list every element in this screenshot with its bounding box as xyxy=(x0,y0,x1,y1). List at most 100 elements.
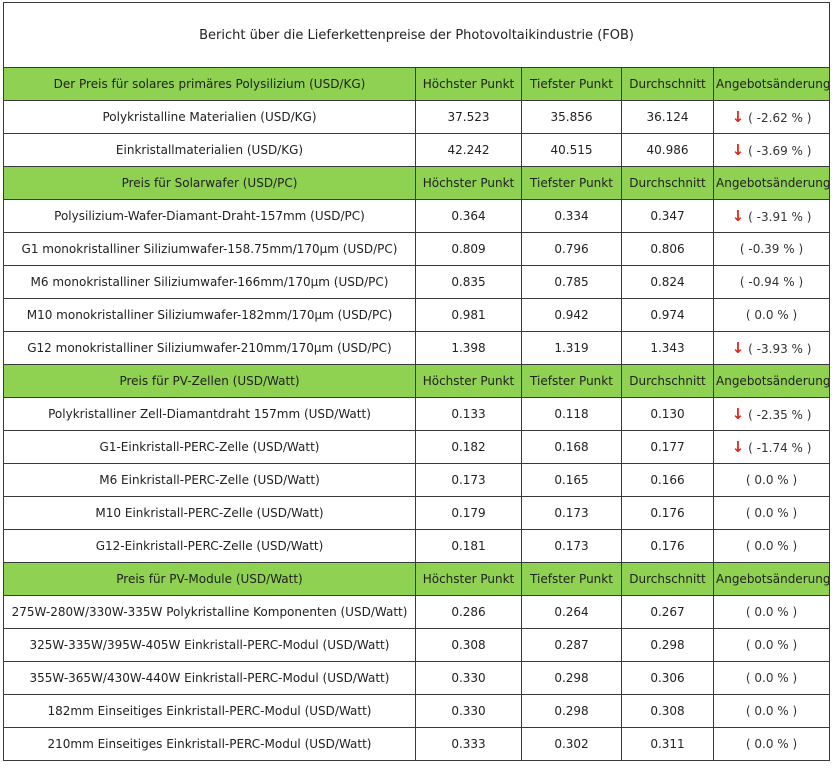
lowest-value: 40.515 xyxy=(521,133,622,167)
product-name: Polykristalline Materialien (USD/KG) xyxy=(3,100,416,134)
highest-value: 0.179 xyxy=(415,496,522,530)
product-name: M10 Einkristall-PERC-Zelle (USD/Watt) xyxy=(3,496,416,530)
average-value: 0.308 xyxy=(621,694,714,728)
header-highest: Höchster Punkt xyxy=(415,562,522,596)
average-value: 0.177 xyxy=(621,430,714,464)
change-cell: ↓( -3.93 % ) xyxy=(712,331,831,365)
table-row: M6 monokristalliner Siliziumwafer-166mm/… xyxy=(3,265,831,299)
table-row: 182mm Einseitiges Einkristall-PERC-Modul… xyxy=(3,694,831,728)
product-name: Polysilizium-Wafer-Diamant-Draht-157mm (… xyxy=(3,199,416,233)
highest-value: 0.173 xyxy=(415,463,522,497)
down-arrow-icon: ↓ xyxy=(731,405,745,423)
section-title: Preis für PV-Module (USD/Watt) xyxy=(3,562,416,596)
product-name: M10 monokristalliner Siliziumwafer-182mm… xyxy=(3,298,416,332)
change-value: ( -3.91 % ) xyxy=(748,210,812,224)
report-title: Bericht über die Lieferkettenpreise der … xyxy=(2,2,831,68)
lowest-value: 0.302 xyxy=(521,727,622,761)
change-value: ( -1.74 % ) xyxy=(748,441,812,455)
section-title: Preis für PV-Zellen (USD/Watt) xyxy=(3,364,416,398)
change-cell: ( 0.0 % ) xyxy=(712,463,831,497)
change-cell: ↓( -2.62 % ) xyxy=(712,100,831,134)
change-cell: ( -0.39 % ) xyxy=(712,232,831,266)
lowest-value: 0.942 xyxy=(521,298,622,332)
header-change: Angebotsänderung xyxy=(712,166,831,200)
lowest-value: 0.165 xyxy=(521,463,622,497)
table-row: Polysilizium-Wafer-Diamant-Draht-157mm (… xyxy=(3,199,831,233)
section-header-row: Der Preis für solares primäres Polysiliz… xyxy=(3,67,831,101)
section-header-row: Preis für PV-Module (USD/Watt) Höchster P… xyxy=(3,562,831,596)
header-change: Angebotsänderung xyxy=(712,67,831,101)
header-highest: Höchster Punkt xyxy=(415,364,522,398)
change-value: ( 0.0 % ) xyxy=(745,605,798,619)
highest-value: 37.523 xyxy=(415,100,522,134)
table-row: M10 Einkristall-PERC-Zelle (USD/Watt) 0.1… xyxy=(3,496,831,530)
change-value: ( -3.93 % ) xyxy=(748,342,812,356)
lowest-value: 0.298 xyxy=(521,694,622,728)
product-name: G12 monokristalliner Siliziumwafer-210mm… xyxy=(3,331,416,365)
change-value: ( 0.0 % ) xyxy=(745,506,798,520)
title-row: Bericht über die Lieferkettenpreise der … xyxy=(2,2,831,68)
change-value: ( 0.0 % ) xyxy=(745,473,798,487)
down-arrow-icon: ↓ xyxy=(731,108,745,126)
change-cell: ( 0.0 % ) xyxy=(712,595,831,629)
header-change: Angebotsänderung xyxy=(712,562,831,596)
average-value: 1.343 xyxy=(621,331,714,365)
change-cell: ( 0.0 % ) xyxy=(712,628,831,662)
change-cell: ( 0.0 % ) xyxy=(712,529,831,563)
average-value: 0.267 xyxy=(621,595,714,629)
table-row: G12 monokristalliner Siliziumwafer-210mm… xyxy=(3,331,831,365)
highest-value: 0.364 xyxy=(415,199,522,233)
lowest-value: 35.856 xyxy=(521,100,622,134)
average-value: 0.166 xyxy=(621,463,714,497)
average-value: 40.986 xyxy=(621,133,714,167)
down-arrow-icon: ↓ xyxy=(731,141,745,159)
average-value: 0.306 xyxy=(621,661,714,695)
highest-value: 0.330 xyxy=(415,661,522,695)
table-row: Einkristallmaterialien (USD/KG) 42.242 40.… xyxy=(3,133,831,167)
highest-value: 1.398 xyxy=(415,331,522,365)
highest-value: 0.182 xyxy=(415,430,522,464)
lowest-value: 0.168 xyxy=(521,430,622,464)
table-row: G12-Einkristall-PERC-Zelle (USD/Watt) 0.1… xyxy=(3,529,831,563)
table-row: 210mm Einseitiges Einkristall-PERC-Modul… xyxy=(3,727,831,761)
lowest-value: 0.796 xyxy=(521,232,622,266)
header-average: Durchschnitt xyxy=(621,166,714,200)
average-value: 0.176 xyxy=(621,496,714,530)
product-name: G1 monokristalliner Siliziumwafer-158.75… xyxy=(3,232,416,266)
change-value: ( -0.39 % ) xyxy=(739,242,804,256)
header-lowest: Tiefster Punkt xyxy=(521,364,622,398)
change-value: ( -2.62 % ) xyxy=(748,111,812,125)
change-value: ( 0.0 % ) xyxy=(745,308,798,322)
table-row: G1-Einkristall-PERC-Zelle (USD/Watt) 0.18… xyxy=(3,430,831,464)
change-cell: ↓( -3.69 % ) xyxy=(712,133,831,167)
lowest-value: 0.264 xyxy=(521,595,622,629)
average-value: 36.124 xyxy=(621,100,714,134)
header-average: Durchschnitt xyxy=(621,67,714,101)
header-lowest: Tiefster Punkt xyxy=(521,562,622,596)
average-value: 0.347 xyxy=(621,199,714,233)
header-highest: Höchster Punkt xyxy=(415,166,522,200)
lowest-value: 0.334 xyxy=(521,199,622,233)
change-value: ( 0.0 % ) xyxy=(745,638,798,652)
change-cell: ( 0.0 % ) xyxy=(712,298,831,332)
lowest-value: 0.287 xyxy=(521,628,622,662)
average-value: 0.974 xyxy=(621,298,714,332)
change-cell: ↓( -1.74 % ) xyxy=(712,430,831,464)
header-average: Durchschnitt xyxy=(621,562,714,596)
highest-value: 0.809 xyxy=(415,232,522,266)
average-value: 0.311 xyxy=(621,727,714,761)
down-arrow-icon: ↓ xyxy=(731,207,745,225)
product-name: M6 Einkristall-PERC-Zelle (USD/Watt) xyxy=(3,463,416,497)
lowest-value: 0.173 xyxy=(521,496,622,530)
product-name: 325W-335W/395W-405W Einkristall-PERC-Mod… xyxy=(3,628,416,662)
section-title: Der Preis für solares primäres Polysiliz… xyxy=(3,67,416,101)
lowest-value: 1.319 xyxy=(521,331,622,365)
change-value: ( -2.35 % ) xyxy=(748,408,812,422)
product-name: Polykristalliner Zell-Diamantdraht 157mm… xyxy=(3,397,416,431)
change-cell: ( -0.94 % ) xyxy=(712,265,831,299)
header-highest: Höchster Punkt xyxy=(415,67,522,101)
table-row: Polykristalliner Zell-Diamantdraht 157mm… xyxy=(3,397,831,431)
product-name: 210mm Einseitiges Einkristall-PERC-Modul… xyxy=(3,727,416,761)
highest-value: 0.286 xyxy=(415,595,522,629)
table-row: G1 monokristalliner Siliziumwafer-158.75… xyxy=(3,232,831,266)
